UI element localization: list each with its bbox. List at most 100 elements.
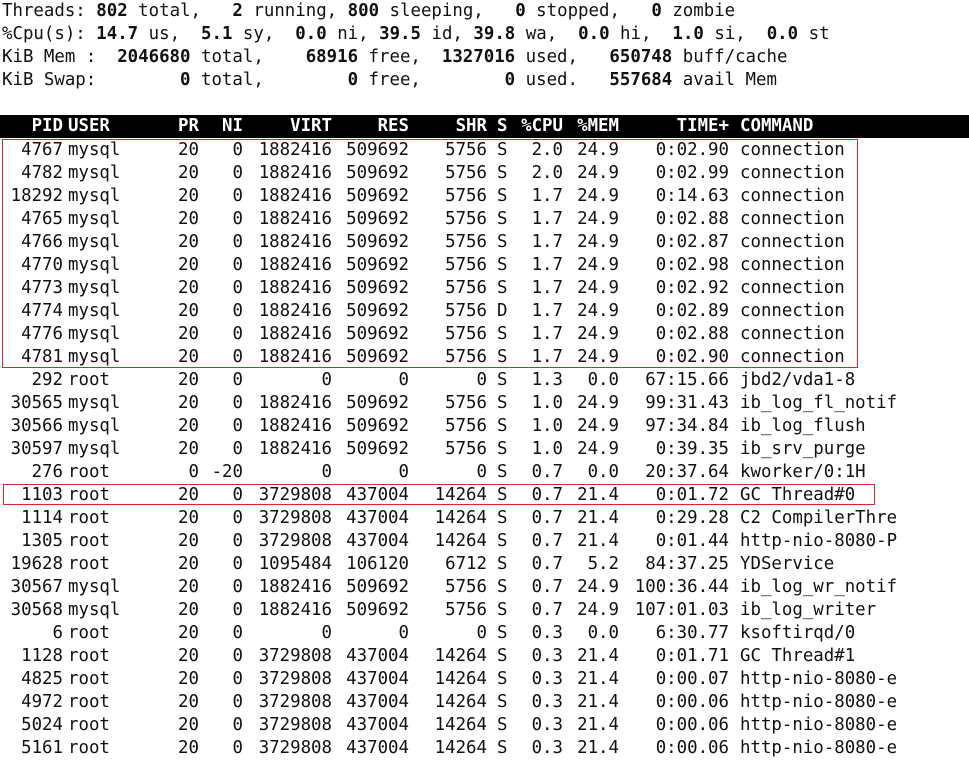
process-row[interactable]: 4765 mysql 20 0 1882416 509692 5756 S 1.7 24.9 0:0… — [0, 208, 969, 231]
cell-user: root — [68, 485, 110, 505]
cell-command: kworker/0:1H — [740, 462, 866, 482]
cell-command: connection — [740, 301, 845, 321]
cell-virt: 0 — [321, 370, 332, 390]
cell-command: http-nio-8080-e — [740, 738, 898, 758]
process-row[interactable]: 1128 root 20 0 3729808 437004 14264 S 0.3 21.4 0:0… — [0, 645, 969, 668]
cell-s: S — [497, 416, 508, 436]
process-row[interactable]: 4766 mysql 20 0 1882416 509692 5756 S 1.7 24.9 0:0… — [0, 231, 969, 254]
cell-mem: 24.9 — [577, 324, 619, 344]
mem-total: 2046680 — [117, 47, 191, 67]
cell-command: GC Thread#0 — [740, 485, 856, 505]
process-row[interactable]: 4782 mysql 20 0 1882416 509692 5756 S 2.0 24.9 0:0… — [0, 162, 969, 185]
cell-time: 0:39.35 — [655, 439, 729, 459]
cell-s: S — [497, 232, 508, 252]
process-row[interactable]: 1305 root 20 0 3729808 437004 14264 S 0.7 21.4 0:0… — [0, 530, 969, 553]
cell-virt: 3729808 — [258, 715, 332, 735]
cell-command: http-nio-8080-e — [740, 715, 898, 735]
cell-shr: 5756 — [445, 347, 487, 367]
cell-shr: 5756 — [445, 439, 487, 459]
process-row[interactable]: 276 root 0 -20 0 0 0 S 0.7 0.0 20:37.64 kworker/0:1… — [0, 461, 969, 484]
cell-shr: 14264 — [434, 669, 487, 689]
cell-pid: 1114 — [21, 508, 63, 528]
cell-command: connection — [740, 255, 845, 275]
cell-mem: 21.4 — [577, 669, 619, 689]
cell-s: S — [497, 623, 508, 643]
cell-pr: 20 — [178, 508, 199, 528]
cell-shr: 5756 — [445, 186, 487, 206]
process-row[interactable]: 292 root 20 0 0 0 0 S 1.3 0.0 67:15.66 jbd2/vda1-8 — [0, 369, 969, 392]
cell-ni: 0 — [232, 324, 243, 344]
header-ni: NI — [222, 116, 243, 136]
process-row[interactable]: 1103 root 20 0 3729808 437004 14264 S 0.7 21.4 0:0… — [0, 484, 969, 507]
threads-running-label: running, — [253, 1, 338, 21]
process-row[interactable]: 30597 mysql 20 0 1882416 509692 5756 S 1.0 24.9 0:… — [0, 438, 969, 461]
header-mem: %MEM — [577, 116, 619, 136]
cpu-us-label: us, — [148, 24, 181, 44]
cell-ni: 0 — [232, 508, 243, 528]
cell-res: 509692 — [346, 577, 409, 597]
cell-ni: 0 — [232, 439, 243, 459]
cell-mem: 24.9 — [577, 416, 619, 436]
process-row[interactable]: 4767 mysql 20 0 1882416 509692 5756 S 2.0 24.9 0:0… — [0, 139, 969, 162]
cell-s: S — [497, 715, 508, 735]
cell-ni: 0 — [232, 301, 243, 321]
process-row[interactable]: 6 root 20 0 0 0 0 S 0.3 0.0 6:30.77 ksoftirqd/0 — [0, 622, 969, 645]
process-row[interactable]: 4770 mysql 20 0 1882416 509692 5756 S 1.7 24.9 0:0… — [0, 254, 969, 277]
process-row[interactable]: 4773 mysql 20 0 1882416 509692 5756 S 1.7 24.9 0:0… — [0, 277, 969, 300]
process-row[interactable]: 18292 mysql 20 0 1882416 509692 5756 S 1.7 24.9 0:… — [0, 185, 969, 208]
cell-s: S — [497, 370, 508, 390]
cell-cpu: 2.0 — [531, 163, 563, 183]
process-row[interactable]: 4825 root 20 0 3729808 437004 14264 S 0.3 21.4 0:0… — [0, 668, 969, 691]
cell-user: mysql — [68, 140, 121, 160]
cell-res: 509692 — [346, 163, 409, 183]
cell-shr: 5756 — [445, 232, 487, 252]
cell-ni: 0 — [232, 577, 243, 597]
cell-s: S — [497, 347, 508, 367]
cell-virt: 3729808 — [258, 669, 332, 689]
cpu-sy-label: sy, — [242, 24, 275, 44]
swap-total: 0 — [180, 70, 191, 90]
cell-shr: 14264 — [434, 485, 487, 505]
cell-s: S — [497, 163, 508, 183]
cell-command: ksoftirqd/0 — [740, 623, 856, 643]
threads-running: 2 — [232, 1, 243, 21]
cell-pr: 20 — [178, 600, 199, 620]
process-row[interactable]: 4776 mysql 20 0 1882416 509692 5756 S 1.7 24.9 0:0… — [0, 323, 969, 346]
process-row[interactable]: 1114 root 20 0 3729808 437004 14264 S 0.7 21.4 0:2… — [0, 507, 969, 530]
cell-s: S — [497, 393, 508, 413]
cell-shr: 5756 — [445, 600, 487, 620]
process-row[interactable]: 5024 root 20 0 3729808 437004 14264 S 0.3 21.4 0:0… — [0, 714, 969, 737]
cell-s: S — [497, 669, 508, 689]
cell-pr: 20 — [178, 646, 199, 666]
process-row[interactable]: 30566 mysql 20 0 1882416 509692 5756 S 1.0 24.9 97… — [0, 415, 969, 438]
cell-s: S — [497, 646, 508, 666]
cell-pid: 19628 — [10, 554, 63, 574]
cell-pr: 20 — [178, 278, 199, 298]
cell-time: 0:02.99 — [655, 163, 729, 183]
cell-shr: 0 — [476, 462, 487, 482]
cell-pid: 1103 — [21, 485, 63, 505]
cell-res: 509692 — [346, 324, 409, 344]
cell-res: 0 — [398, 462, 409, 482]
cell-pid: 292 — [31, 370, 63, 390]
process-row[interactable]: 30568 mysql 20 0 1882416 509692 5756 S 0.7 24.9 10… — [0, 599, 969, 622]
process-row[interactable]: 30565 mysql 20 0 1882416 509692 5756 S 1.0 24.9 99… — [0, 392, 969, 415]
process-row[interactable]: 5161 root 20 0 3729808 437004 14264 S 0.3 21.4 0:0… — [0, 737, 969, 760]
cell-cpu: 0.7 — [531, 485, 563, 505]
cell-time: 0:00.06 — [655, 738, 729, 758]
cell-cpu: 0.3 — [531, 692, 563, 712]
cell-mem: 0.0 — [587, 462, 619, 482]
process-row[interactable]: 4781 mysql 20 0 1882416 509692 5756 S 1.7 24.9 0:0… — [0, 346, 969, 369]
cell-pid: 1305 — [21, 531, 63, 551]
cell-pid: 18292 — [10, 186, 63, 206]
cell-cpu: 0.7 — [531, 508, 563, 528]
process-row[interactable]: 30567 mysql 20 0 1882416 509692 5756 S 0.7 24.9 10… — [0, 576, 969, 599]
cell-ni: 0 — [232, 646, 243, 666]
cell-res: 509692 — [346, 278, 409, 298]
cell-user: root — [68, 692, 110, 712]
cell-mem: 24.9 — [577, 255, 619, 275]
process-row[interactable]: 4774 mysql 20 0 1882416 509692 5756 D 1.7 24.9 0:0… — [0, 300, 969, 323]
cell-pid: 5024 — [21, 715, 63, 735]
process-row[interactable]: 4972 root 20 0 3729808 437004 14264 S 0.3 21.4 0:0… — [0, 691, 969, 714]
process-row[interactable]: 19628 root 20 0 1095484 106120 6712 S 0.7 5.2 84:3… — [0, 553, 969, 576]
